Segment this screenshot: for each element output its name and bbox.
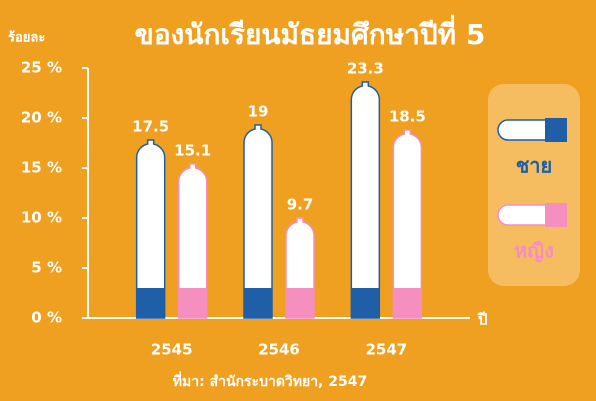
legend-label: ชาย [516, 154, 553, 178]
y-tick-label: 5 % [31, 259, 62, 277]
x-tick-label: 2545 [151, 341, 193, 359]
legend-label: หญิง [514, 239, 554, 263]
x-tick-label: 2547 [365, 341, 407, 359]
bar [177, 163, 208, 319]
bar [392, 129, 423, 319]
bar-base [178, 288, 207, 318]
data-label: 23.3 [347, 60, 384, 78]
bar-base [286, 288, 314, 318]
bar-base [351, 288, 380, 318]
legend-swatch [497, 204, 556, 226]
data-label: 15.1 [174, 142, 211, 160]
legend-swatch-base [545, 118, 567, 142]
legend-swatch [497, 119, 556, 141]
bar-base [136, 288, 165, 318]
source: ที่มา: สำนักระบาดวิทยา, 2547 [173, 371, 367, 390]
bar-base [393, 288, 422, 318]
y-tick-label: 10 % [21, 209, 62, 227]
bar [243, 124, 273, 319]
y-tick-label: 0 % [31, 309, 62, 327]
x-axis-label: ปี [477, 311, 487, 329]
data-label: 17.5 [132, 118, 169, 136]
bar [135, 139, 166, 319]
y-tick-label: 20 % [21, 109, 62, 127]
chart-title: ของนักเรียนมัธยมศึกษาปีที่ 5 [135, 14, 486, 51]
data-label: 19 [248, 103, 269, 121]
y-axis-label: ร้อยละ [8, 30, 45, 46]
legend-swatch-base [545, 203, 567, 227]
x-tick-label: 2546 [258, 341, 300, 359]
y-tick-label: 15 % [21, 159, 62, 177]
data-label: 18.5 [389, 108, 426, 126]
y-tick-label: 25 % [21, 59, 62, 77]
bar [350, 81, 381, 319]
bar-base [244, 288, 272, 318]
data-label: 9.7 [287, 196, 314, 214]
